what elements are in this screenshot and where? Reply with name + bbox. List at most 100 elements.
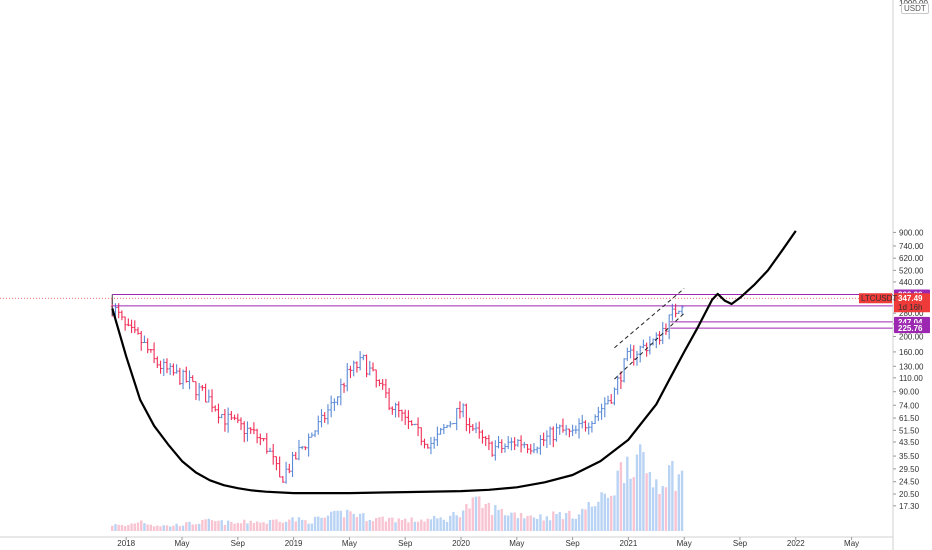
volume-bar [635, 454, 639, 531]
volume-bar [661, 486, 664, 531]
volume-bar [349, 511, 352, 531]
volume-bar [410, 517, 413, 531]
volume-bar [172, 525, 175, 531]
volume-bar [407, 522, 410, 531]
current-price-bg [894, 293, 930, 313]
volume-bar [497, 509, 500, 531]
volume-bar [236, 522, 239, 531]
volume-bar [442, 519, 446, 531]
x-tick-label: 2019 [285, 539, 303, 548]
volume-bar [152, 526, 156, 531]
volume-bar [503, 515, 507, 531]
volume-bar [136, 522, 140, 531]
volume-bar [204, 519, 207, 531]
volume-bar [168, 526, 172, 531]
volume-bar [468, 508, 471, 531]
currency-badge[interactable]: USDT [901, 3, 929, 14]
volume-bar [230, 521, 233, 531]
level-price-badge[interactable]: 225.76 [894, 323, 930, 334]
volume-bar [284, 521, 288, 531]
volume-bar [445, 521, 449, 531]
volume-bar [397, 518, 400, 531]
price-axis[interactable]: 17.30 20.50 24.50 29.50 35.50 43.50 51.50 61.50… [892, 0, 928, 550]
currency-label: USDT [904, 4, 926, 13]
volume-bar [217, 520, 220, 531]
wedge-upper-line[interactable] [614, 288, 685, 349]
volume-bar [574, 518, 578, 531]
volume-bar [378, 517, 381, 531]
volume-bar [255, 521, 259, 531]
volume-bar [326, 515, 330, 531]
volume-bar [120, 524, 124, 531]
volume-bar [252, 523, 256, 531]
volume-bar [484, 503, 487, 531]
volume-bar [593, 506, 597, 531]
x-tick-label: 2020 [452, 539, 470, 548]
volume-bar [291, 517, 294, 531]
volume-bar [358, 513, 362, 531]
volume-bar [552, 511, 555, 531]
volume-bar [165, 525, 169, 531]
volume-bar [346, 509, 349, 531]
volume-bar [439, 517, 442, 531]
volume-bar [375, 517, 378, 531]
x-tick-label: 2022 [787, 539, 805, 548]
volume-bar [548, 520, 552, 531]
symbol-tag-bg [859, 293, 892, 304]
volume-bar [507, 515, 510, 531]
volume-bar [249, 520, 252, 531]
current-price-value: 347.49 [898, 294, 923, 303]
volume-bar [339, 510, 343, 531]
volume-bar [564, 513, 568, 531]
volume-bar [648, 472, 652, 531]
volume-bar [294, 521, 297, 531]
volume-bar [455, 515, 458, 531]
wedge-lower-line[interactable] [614, 312, 685, 380]
volume-bar [275, 519, 278, 531]
volume-bar [590, 506, 594, 531]
volume-bar [584, 509, 587, 531]
volume-bar [471, 497, 475, 531]
volume-bar [394, 522, 397, 531]
y-tick-label: 620.00 [899, 254, 924, 263]
symbol-tag: LTCUSDT [861, 294, 897, 303]
time-axis[interactable]: 2018 May Sep 2019 May Sep 2020 May Sep 2021 May Sep… [0, 536, 893, 548]
volume-bar [342, 517, 346, 531]
volume-bar [133, 523, 136, 531]
volume-bar [223, 524, 227, 531]
volume-bar [111, 525, 114, 531]
volume-bar [140, 520, 143, 531]
volume-bar [175, 523, 178, 531]
volume-bar [539, 514, 542, 531]
volume-bar [416, 521, 420, 531]
volume-bar [281, 522, 285, 531]
volume-bar [381, 516, 384, 531]
volume-bar [490, 514, 494, 531]
drawings [0, 230, 893, 495]
volume-bar [243, 519, 246, 531]
volume-bar [220, 520, 223, 531]
volume-bar [529, 515, 532, 531]
level-price-badge-text: 225.76 [898, 324, 923, 333]
volume-bar [458, 517, 462, 531]
volume-bar [207, 518, 211, 531]
volume-bar [535, 518, 539, 531]
volume-bar [214, 521, 217, 531]
volume-bar [188, 521, 191, 531]
volume-bar [265, 523, 268, 531]
cup-curve[interactable] [111, 230, 797, 495]
y-tick-label: 35.50 [899, 452, 920, 461]
volume-bar [162, 525, 165, 531]
volume-bar [365, 521, 368, 531]
volume-bar [622, 483, 626, 531]
volume-bar [510, 512, 513, 531]
volume-bar [616, 470, 619, 531]
volume-bar [526, 516, 529, 531]
y-tick-label: 900.00 [899, 228, 924, 237]
volume-bar [143, 523, 146, 531]
volume-bar [655, 479, 658, 531]
volume-bar [632, 477, 635, 531]
